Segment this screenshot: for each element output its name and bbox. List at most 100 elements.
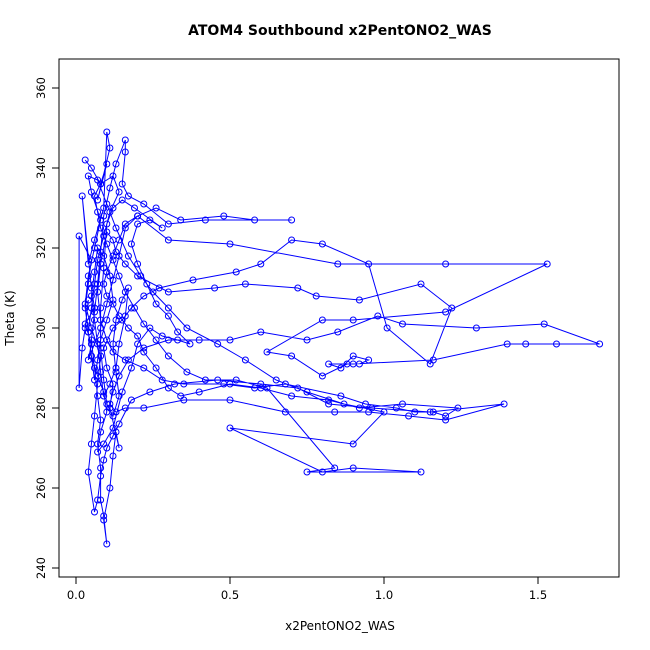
data-point <box>87 256 95 264</box>
data-point <box>134 272 142 280</box>
data-point <box>134 340 142 348</box>
series-line <box>78 131 600 545</box>
data-point <box>158 376 166 384</box>
data-point <box>115 188 123 196</box>
data-point <box>109 324 117 332</box>
data-point <box>81 324 89 332</box>
data-point <box>112 160 120 168</box>
data-point <box>442 416 450 424</box>
x-tick-label: 0.0 <box>67 588 85 602</box>
series-x2pentono2 <box>75 128 604 548</box>
data-point <box>115 420 123 428</box>
data-point <box>100 440 108 448</box>
data-point <box>164 288 172 296</box>
data-point <box>91 268 98 276</box>
x-tick-label: 1.5 <box>529 588 547 602</box>
data-point <box>124 192 132 200</box>
data-point <box>127 304 135 312</box>
data-point <box>146 324 154 332</box>
data-point <box>189 276 197 284</box>
x-tick-label: 1.0 <box>375 588 393 602</box>
data-point <box>164 384 172 392</box>
data-point <box>303 468 311 476</box>
data-point <box>131 304 138 312</box>
data-point <box>503 340 511 348</box>
data-point <box>84 296 92 304</box>
data-point <box>325 396 333 404</box>
data-point <box>158 332 166 340</box>
data-point <box>337 392 345 400</box>
data-point <box>331 408 339 416</box>
data-point <box>429 356 437 364</box>
data-point <box>121 404 129 412</box>
data-point <box>109 452 117 460</box>
data-point <box>152 336 160 344</box>
data-point <box>312 292 320 300</box>
data-point <box>140 200 148 208</box>
data-point <box>164 312 172 320</box>
data-point <box>334 260 342 268</box>
data-point <box>91 192 98 200</box>
data-point <box>226 336 234 344</box>
data-point <box>380 408 388 416</box>
data-point <box>318 240 326 248</box>
data-point <box>100 252 108 260</box>
data-point <box>109 380 117 388</box>
data-point <box>100 392 108 400</box>
data-point <box>121 148 129 156</box>
data-point <box>131 204 138 212</box>
data-point <box>124 252 132 260</box>
data-point <box>121 260 129 268</box>
data-point <box>109 432 117 440</box>
data-point <box>109 252 117 260</box>
data-point <box>442 260 450 268</box>
data-point <box>164 220 172 228</box>
data-point <box>109 256 117 264</box>
data-point <box>87 336 95 344</box>
data-point <box>103 364 111 372</box>
data-point <box>91 364 98 372</box>
data-point <box>78 344 86 352</box>
data-point <box>106 400 114 408</box>
data-point <box>195 388 203 396</box>
data-point <box>97 428 105 436</box>
data-point <box>392 404 400 412</box>
data-point <box>158 224 166 232</box>
data-point <box>134 212 142 220</box>
data-point <box>140 292 148 300</box>
data-point <box>226 424 234 432</box>
data-point <box>100 512 108 520</box>
data-point <box>355 404 363 412</box>
data-point <box>121 224 129 232</box>
data-point <box>214 340 222 348</box>
data-point <box>140 404 148 412</box>
data-point <box>164 336 172 344</box>
data-point <box>97 304 105 312</box>
x-axis: 0.0 0.5 1.0 1.5 <box>67 577 547 602</box>
data-point <box>288 236 296 244</box>
data-point <box>118 296 126 304</box>
data-point <box>94 448 102 456</box>
data-point <box>115 340 123 348</box>
data-point <box>112 316 120 324</box>
data-point <box>91 376 98 384</box>
y-tick-label: 360 <box>34 77 48 99</box>
y-tick-label: 260 <box>34 477 48 499</box>
data-point <box>257 328 265 336</box>
data-point <box>84 468 92 476</box>
data-point <box>97 368 105 376</box>
data-point <box>109 296 117 304</box>
data-point <box>263 348 271 356</box>
data-point <box>362 400 369 408</box>
data-point <box>146 216 154 224</box>
data-point <box>263 384 271 392</box>
data-point <box>303 336 311 344</box>
data-point <box>174 328 182 336</box>
data-point <box>103 160 111 168</box>
data-point <box>97 180 105 188</box>
data-point <box>97 224 105 232</box>
data-point <box>106 144 114 152</box>
data-point <box>294 384 302 392</box>
data-point <box>411 408 419 416</box>
data-point <box>97 472 105 480</box>
